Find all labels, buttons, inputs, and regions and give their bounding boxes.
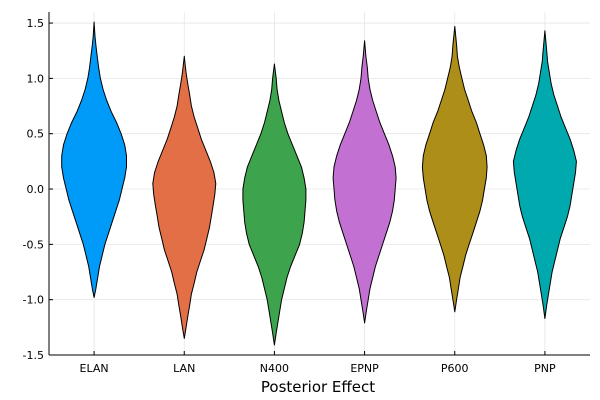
y-tick-label: -0.5 bbox=[23, 238, 44, 251]
violin-lan bbox=[152, 55, 217, 339]
y-tick-label: 0.0 bbox=[27, 183, 45, 196]
violin-pnp bbox=[512, 30, 577, 319]
violin-p600 bbox=[421, 25, 488, 313]
x-tick-label-elan: ELAN bbox=[80, 362, 109, 375]
x-axis-title: Posterior Effect bbox=[261, 378, 375, 396]
y-tick-label: -1.5 bbox=[23, 349, 44, 362]
y-tick-label: 1.5 bbox=[27, 17, 45, 30]
x-tick-label-p600: P600 bbox=[441, 362, 469, 375]
violin-n400 bbox=[242, 63, 307, 346]
violin-layer bbox=[61, 21, 577, 346]
x-tick-label-pnp: PNP bbox=[534, 362, 556, 375]
x-tick-label-lan: LAN bbox=[173, 362, 195, 375]
grid-layer bbox=[49, 12, 590, 356]
y-tick-label: 1.0 bbox=[27, 72, 45, 85]
axis-layer bbox=[48, 12, 590, 356]
y-tick-label: -1.0 bbox=[23, 294, 44, 307]
tick-layer: -1.5 -1.0 -0.5 0.0 0.5 1.0 1.5 ELAN LAN N400 EPNP P… bbox=[23, 17, 556, 375]
y-tick-label: 0.5 bbox=[27, 128, 45, 141]
violin-elan bbox=[61, 21, 127, 298]
x-tick-label-n400: N400 bbox=[260, 362, 289, 375]
violin-epnp bbox=[332, 40, 397, 324]
x-tick-label-epnp: EPNP bbox=[350, 362, 379, 375]
